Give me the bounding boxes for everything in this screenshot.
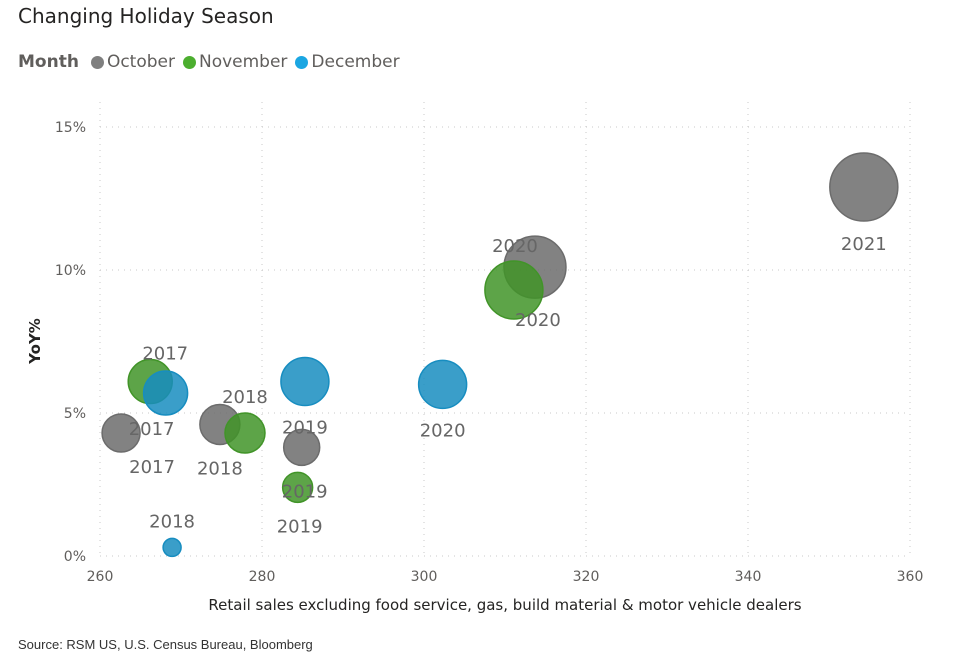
legend-item-december[interactable]: December — [295, 52, 400, 72]
legend-dot — [182, 55, 196, 69]
data-label: 2019 — [282, 418, 328, 439]
y-tick-label: 15% — [55, 120, 86, 136]
legend-label: October — [106, 52, 175, 72]
legend-dot — [90, 55, 104, 69]
bubble-november-2019 — [281, 471, 314, 504]
legend-item-october[interactable]: October — [90, 52, 175, 72]
data-label: 2017 — [142, 344, 188, 365]
bubble-october-2021 — [829, 152, 899, 222]
x-axis-label: Retail sales excluding food service, gas… — [208, 596, 801, 614]
y-tick-label: 10% — [55, 263, 86, 279]
data-label: 2017 — [129, 457, 175, 478]
data-label: 2020 — [420, 420, 466, 441]
legend-label: November — [198, 52, 288, 72]
data-label: 2021 — [841, 234, 887, 255]
bubble-october-2017 — [101, 413, 141, 453]
source-note: Source: RSM US, U.S. Census Bureau, Bloo… — [18, 637, 313, 652]
x-tick-label: 300 — [411, 569, 438, 585]
bubble-december-2018 — [162, 537, 182, 558]
legend-item-november[interactable]: November — [182, 52, 288, 72]
legend-dot — [295, 55, 309, 69]
bubble-december-2019 — [280, 356, 330, 407]
bubble-october-2019 — [282, 428, 321, 467]
x-tick-label: 340 — [735, 569, 762, 585]
y-axis-label: YoY% — [26, 318, 44, 365]
data-label: 2020 — [492, 236, 538, 257]
x-tick-label: 260 — [87, 569, 114, 585]
x-tick-label: 280 — [249, 569, 276, 585]
data-label: 2018 — [222, 387, 268, 408]
data-label: 2018 — [197, 458, 243, 479]
y-tick-label: 5% — [64, 406, 86, 422]
bubble-november-2018 — [224, 412, 266, 454]
chart-title: Changing Holiday Season — [18, 4, 274, 28]
data-label: 2019 — [282, 481, 328, 502]
legend-label: December — [311, 52, 400, 72]
bubble-december-2017 — [142, 370, 189, 416]
legend: Month October November December — [18, 52, 408, 72]
data-label: 2020 — [515, 310, 561, 331]
y-tick-label: 0% — [64, 549, 86, 565]
bubble-november-2020 — [484, 260, 544, 320]
legend-title: Month — [18, 52, 79, 72]
x-tick-label: 360 — [897, 569, 924, 585]
data-label: 2018 — [149, 511, 195, 532]
data-label: 2019 — [277, 516, 323, 537]
bubble-december-2020 — [417, 359, 468, 410]
x-tick-label: 320 — [573, 569, 600, 585]
data-label: 2017 — [129, 419, 175, 440]
